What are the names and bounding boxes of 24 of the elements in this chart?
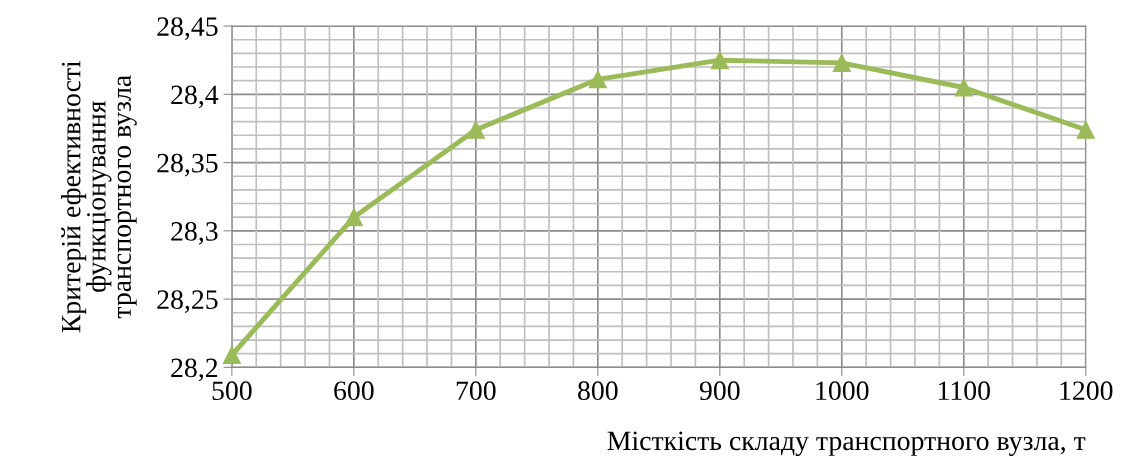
y-tick-label: 28,25 [157, 290, 218, 313]
y-tick-label: 28,35 [157, 153, 218, 177]
point [588, 70, 607, 89]
point [954, 78, 973, 97]
point [710, 51, 729, 70]
point [466, 120, 485, 139]
y-tick-label: 28,3 [171, 222, 218, 245]
x-tick-label: 800 [578, 381, 618, 401]
x-tick-label: 1100 [938, 381, 990, 401]
point [344, 208, 363, 227]
y-axis-title: Критерій ефективності функціонування транспортного вузла [60, 60, 137, 333]
y-tick-label: 28,4 [171, 85, 219, 109]
x-tick-label: 1200 [1060, 381, 1113, 401]
x-tick-label: 700 [456, 381, 496, 401]
point [1076, 120, 1095, 139]
x-axis-title: Місткість складу транспортного вузла, т [607, 431, 1086, 456]
x-tick-label: 900 [699, 381, 740, 401]
x-tick-label: 600 [334, 381, 374, 401]
point [832, 53, 851, 72]
y-tick-label: 28,45 [157, 17, 218, 40]
x-tick-label: 500 [212, 381, 252, 401]
y-tick-label: 28,2 [171, 358, 218, 382]
point [222, 346, 241, 365]
x-tick-label: 1000 [816, 381, 869, 401]
